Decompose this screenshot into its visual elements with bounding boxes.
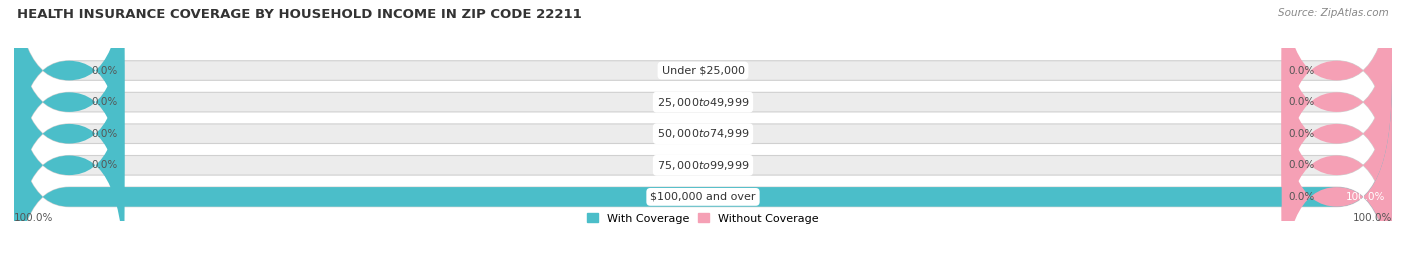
FancyBboxPatch shape <box>14 0 1392 187</box>
Text: 0.0%: 0.0% <box>1289 97 1315 107</box>
FancyBboxPatch shape <box>1282 17 1392 250</box>
FancyBboxPatch shape <box>14 80 1392 269</box>
Text: $25,000 to $49,999: $25,000 to $49,999 <box>657 95 749 109</box>
FancyBboxPatch shape <box>14 0 1392 219</box>
Text: 0.0%: 0.0% <box>91 160 118 170</box>
Text: 0.0%: 0.0% <box>1289 192 1315 202</box>
Text: HEALTH INSURANCE COVERAGE BY HOUSEHOLD INCOME IN ZIP CODE 22211: HEALTH INSURANCE COVERAGE BY HOUSEHOLD I… <box>17 8 582 21</box>
Text: $50,000 to $74,999: $50,000 to $74,999 <box>657 127 749 140</box>
FancyBboxPatch shape <box>14 49 124 269</box>
FancyBboxPatch shape <box>1282 49 1392 269</box>
Text: 100.0%: 100.0% <box>1346 192 1385 202</box>
Text: 0.0%: 0.0% <box>91 66 118 76</box>
Text: 0.0%: 0.0% <box>91 129 118 139</box>
FancyBboxPatch shape <box>14 17 1392 250</box>
FancyBboxPatch shape <box>14 49 1392 269</box>
Text: 0.0%: 0.0% <box>91 97 118 107</box>
FancyBboxPatch shape <box>1282 80 1392 269</box>
Text: $100,000 and over: $100,000 and over <box>650 192 756 202</box>
Text: Source: ZipAtlas.com: Source: ZipAtlas.com <box>1278 8 1389 18</box>
Text: 100.0%: 100.0% <box>14 213 53 223</box>
Text: Under $25,000: Under $25,000 <box>661 66 745 76</box>
FancyBboxPatch shape <box>14 0 124 187</box>
FancyBboxPatch shape <box>14 80 1392 269</box>
Text: 0.0%: 0.0% <box>1289 160 1315 170</box>
FancyBboxPatch shape <box>1282 0 1392 219</box>
Text: 100.0%: 100.0% <box>1353 213 1392 223</box>
Text: 0.0%: 0.0% <box>1289 66 1315 76</box>
Text: 0.0%: 0.0% <box>1289 129 1315 139</box>
FancyBboxPatch shape <box>1282 0 1392 187</box>
Legend: With Coverage, Without Coverage: With Coverage, Without Coverage <box>588 213 818 224</box>
FancyBboxPatch shape <box>14 0 124 219</box>
FancyBboxPatch shape <box>14 17 124 250</box>
Text: $75,000 to $99,999: $75,000 to $99,999 <box>657 159 749 172</box>
